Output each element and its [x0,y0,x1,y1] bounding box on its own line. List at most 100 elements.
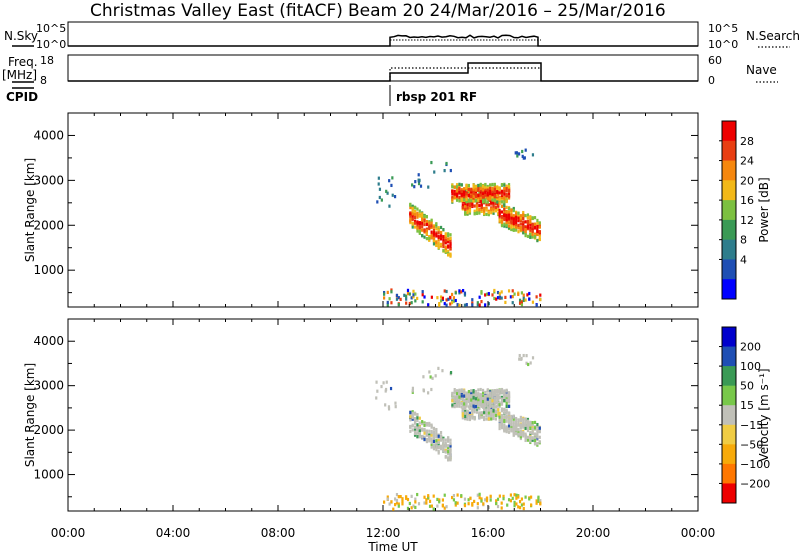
echo-cell [472,199,475,203]
echo-cell [439,242,443,246]
y-tick-label: 4000 [33,128,64,142]
echo-cell [465,195,468,199]
echo-cell [524,417,527,421]
cpid-label: CPID [6,90,38,104]
echo-cell [428,234,431,239]
echo-cell [535,303,538,307]
echo-cell [444,441,447,445]
echo-cell [510,216,513,220]
echo-cell [451,185,454,189]
echo-cell [416,435,419,439]
echo-cell [466,413,469,417]
echo-cell [485,208,488,212]
echo-cell [394,401,397,405]
echo-cell [536,442,539,446]
echo-cell [538,232,541,237]
echo-cell [414,292,417,296]
echo-cell [401,502,404,506]
echo-cell [458,182,461,186]
echo-cell [491,198,494,202]
echo-cell [505,223,508,227]
velocity-y-ticks: 4000 3000 2000 1000 [33,318,698,498]
echo-cell [478,492,481,496]
echo-cell [503,419,506,423]
echo-cell [413,416,417,421]
echo-cell [409,410,412,415]
echo-cell [503,390,506,394]
echo-cell [476,502,479,506]
echo-cell [437,449,440,453]
echo-cell [468,207,472,211]
echo-cell [417,181,421,186]
echo-cell [483,410,486,414]
echo-cell [487,210,490,215]
echo-cell [442,449,445,453]
echo-cell [481,405,485,409]
echo-cell [474,391,478,396]
echo-cell [478,295,481,299]
echo-cell [510,414,513,419]
echo-cell [463,303,467,307]
echo-cell [378,187,382,191]
echo-cell [526,224,530,228]
echo-cell [492,408,495,413]
echo-cell [473,212,476,216]
echo-cell [397,296,400,300]
echo-cell [531,421,534,425]
echo-cell [481,184,485,188]
echo-cell [474,199,478,203]
echo-cell [376,200,379,204]
echo-cell [484,390,487,395]
echo-cell [512,417,515,421]
echo-cell [467,183,470,188]
echo-cell [502,497,505,501]
echo-cell [512,431,515,435]
echo-cell [533,226,537,230]
echo-cell [507,498,511,502]
x-tick-label: 20:00 [576,526,611,540]
echo-cell [496,200,499,204]
echo-cell [500,183,504,187]
echo-cell [451,189,454,193]
echo-cell [442,443,445,447]
echo-cell [504,300,507,305]
echo-cell [386,497,389,501]
echo-cell [439,299,443,303]
echo-cell [490,199,493,203]
echo-cell [427,494,430,498]
echo-cell [500,190,504,194]
echo-cell [413,411,417,415]
colorbar-segment [722,140,736,162]
echo-cell [437,241,440,245]
echo-cell [414,299,417,303]
echo-cell [513,292,516,296]
echo-cell [496,290,500,295]
echo-cell [503,216,506,220]
echo-cell [472,183,475,187]
echo-cell [463,198,466,202]
echo-cell [503,394,506,398]
echo-cell [477,194,480,198]
echo-cell [447,297,450,301]
echo-cell [423,501,426,505]
echo-cell [467,405,470,409]
echo-cell [429,375,432,379]
colorbar-segment [722,219,736,241]
echo-cell [529,218,532,222]
echo-cell [533,426,537,430]
echo-cell [485,292,489,296]
echo-cell [518,298,522,302]
echo-cell [439,234,443,238]
echo-cell [533,222,537,226]
echo-cell [487,202,490,207]
colorbar-segment [722,444,736,465]
echo-cell [486,400,489,404]
echo-cell [507,185,511,189]
colorbar-segment [722,463,736,484]
echo-cell [512,206,515,211]
echo-cell [507,183,511,187]
echo-cell [413,425,417,429]
echo-cell [494,413,498,418]
echo-cell [526,219,530,224]
echo-cell [447,253,450,257]
